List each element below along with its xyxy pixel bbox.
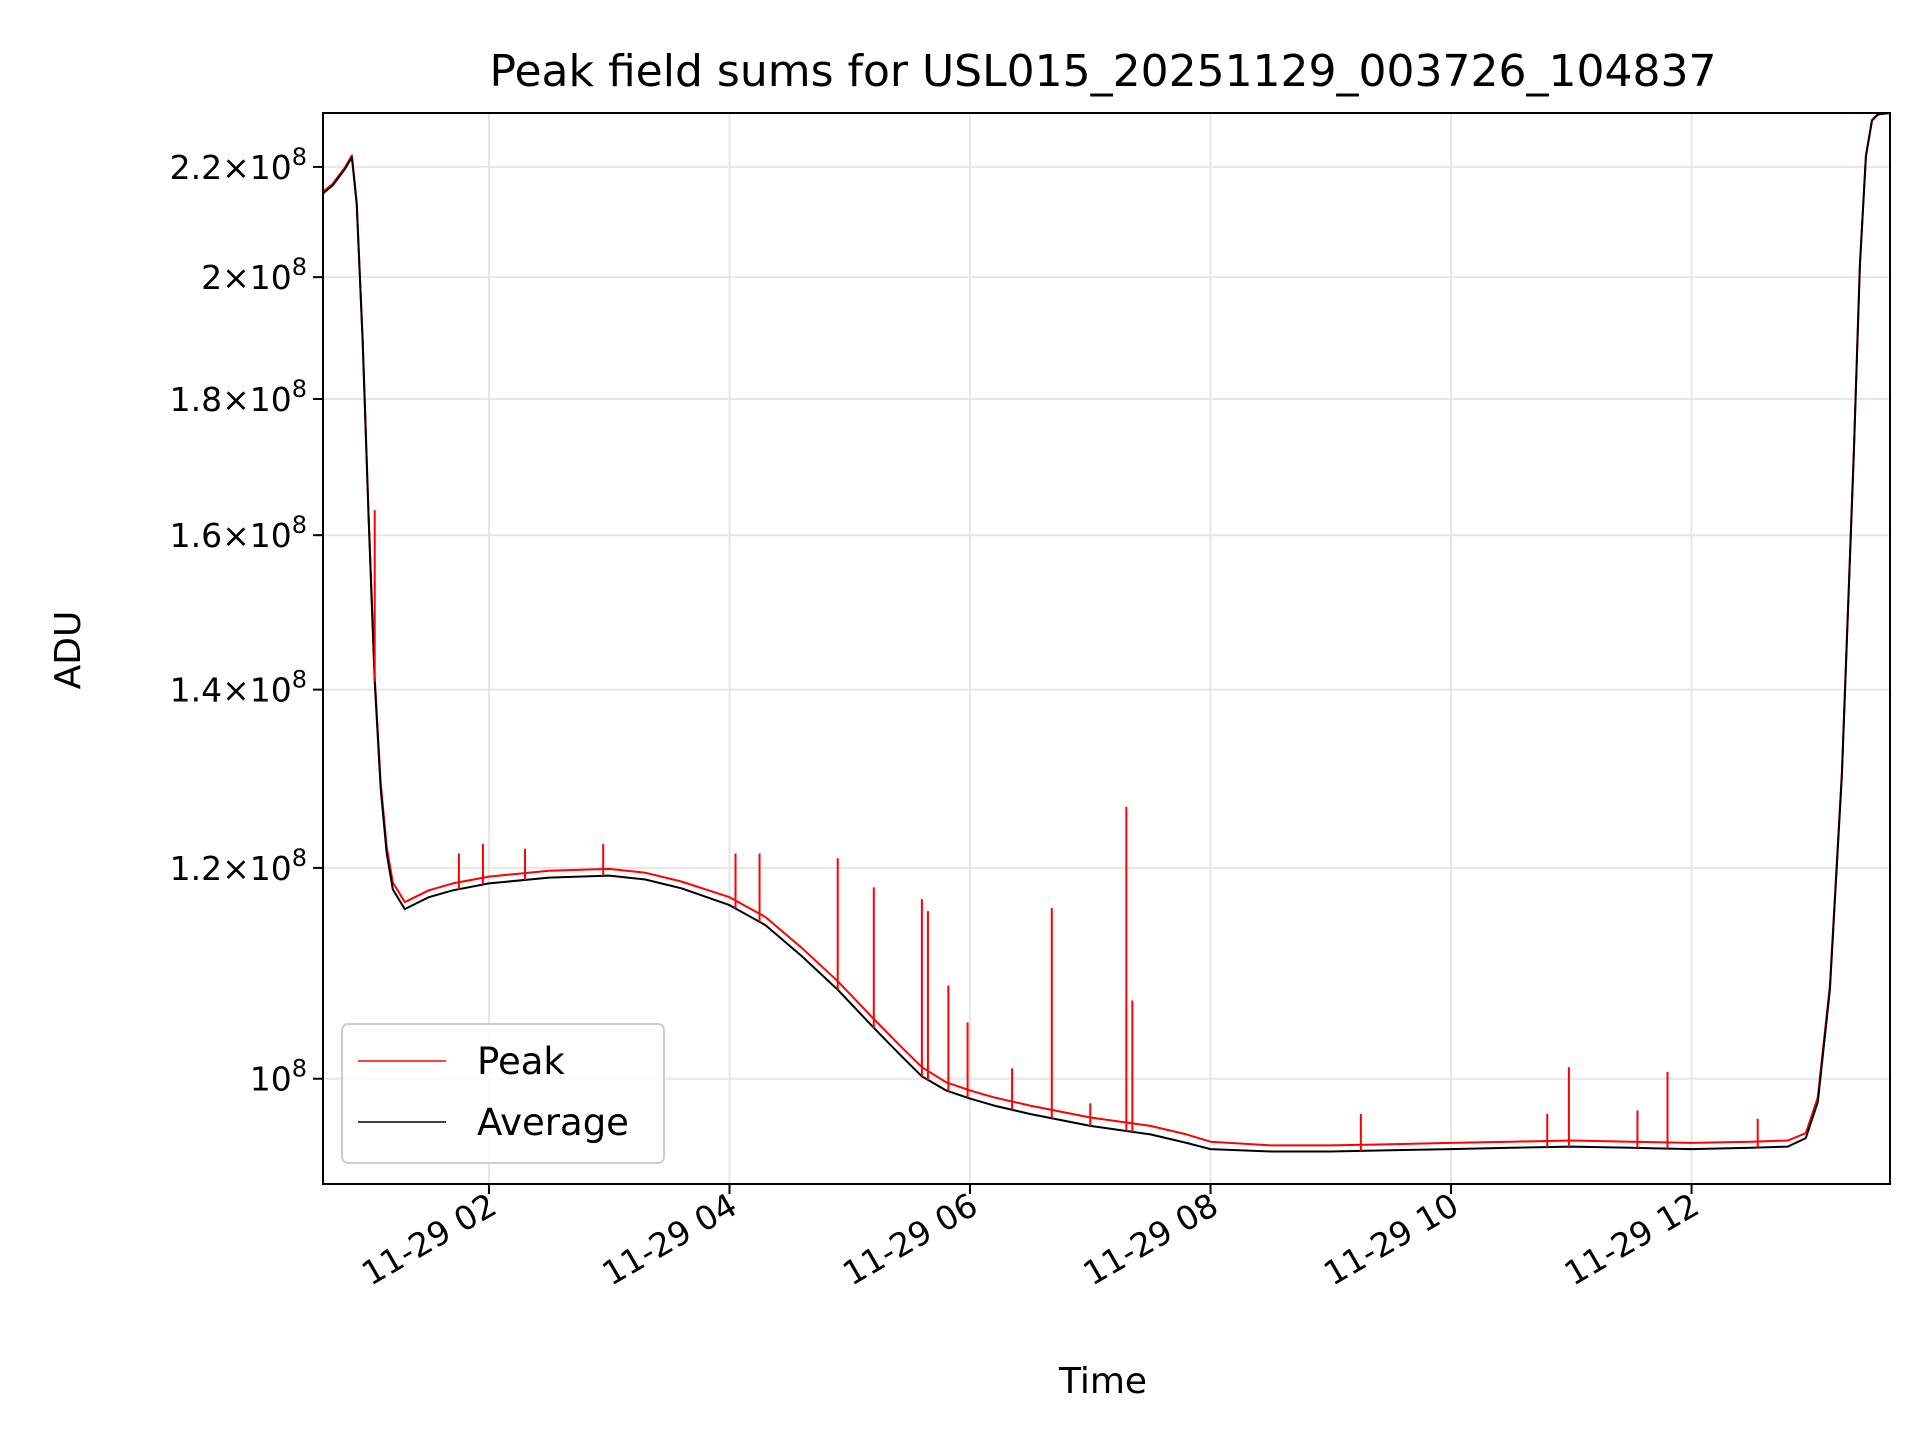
y-axis-ticks: 108 1.2×108 1.4×108 1.6×108 1.8×108 2×108 2.2×… [170,143,323,1099]
legend: Peak Average [341,1023,665,1164]
series-lines [322,112,1891,1153]
x-axis-label: Time [1058,1361,1147,1402]
chart-title: Peak field sums for USL015_20251129_0037… [490,46,1717,97]
y-tick-label: 1.8×108 [170,375,307,419]
y-tick-label: 1.2×108 [170,844,307,888]
peak-spikes [373,510,1759,1151]
y-tick-label: 108 [250,1055,307,1099]
y-tick-label: 1.6×108 [170,511,307,555]
y-axis-label: ADU [48,611,89,690]
grid-lines [323,113,1890,1184]
legend-label-average: Average [477,1101,629,1144]
y-tick-label: 2×108 [201,253,307,297]
plot-area [323,113,1890,1184]
legend-label-peak: Peak [477,1040,565,1083]
series-line-average [322,112,1891,1153]
y-tick-label: 1.4×108 [170,666,307,710]
plot-frame [322,112,1891,1185]
legend-box [341,1023,665,1164]
y-tick-label: 2.2×108 [170,143,307,187]
